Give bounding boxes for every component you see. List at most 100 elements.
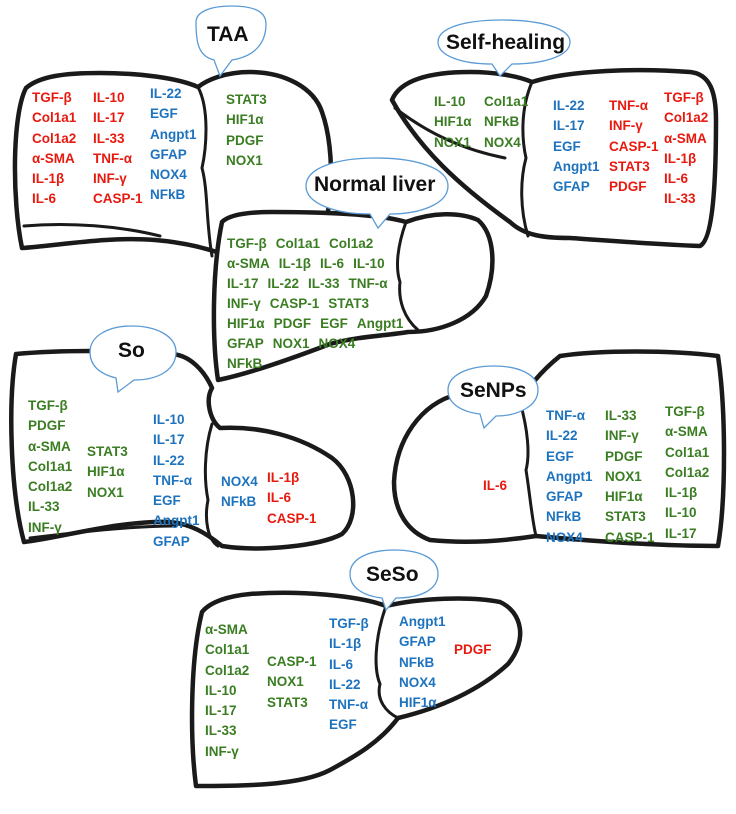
marker-column: TNF-α INF-γ CASP-1 STAT3 PDGF <box>609 96 659 197</box>
marker-row: TGF-β Col1a1 Col1a2 <box>227 234 412 254</box>
marker-label: IL-1β <box>267 470 300 485</box>
marker-label: Col1a2 <box>665 464 710 480</box>
marker-label: NFkB <box>221 494 257 510</box>
marker-label: IL-10 <box>353 256 385 271</box>
marker-label: NOX4 <box>399 674 436 690</box>
marker-column: IL-33 INF-γ PDGF NOX1 HIF1α STAT3 CASP-1 <box>605 406 655 548</box>
marker-label: CASP-1 <box>267 654 317 669</box>
marker-label: IL-17 <box>205 703 237 719</box>
marker-label: Col1a1 <box>484 94 529 109</box>
marker-label: CASP-1 <box>605 529 655 545</box>
marker-label: IL-33 <box>308 276 340 291</box>
marker-column: TGF-β PDGF α-SMA Col1a1 Col1a2 IL-33 INF-γ <box>28 396 72 538</box>
marker-label: NOX1 <box>267 674 304 690</box>
marker-label: Col1a2 <box>32 130 77 146</box>
marker-label: GFAP <box>546 489 583 505</box>
marker-label: STAT3 <box>267 694 308 710</box>
marker-label: IL-6 <box>267 490 292 506</box>
marker-column: α-SMA Col1a1 Col1a2 IL-10 IL-17 IL-33 INF-γ <box>205 620 249 762</box>
marker-label: GFAP <box>227 336 264 351</box>
bubble-normal-liver <box>305 157 449 230</box>
marker-row: IL-17 IL-22 IL-33 TNF-α <box>227 274 412 294</box>
marker-label: IL-33 <box>205 723 237 739</box>
marker-row: α-SMA IL-1β IL-6 IL-10 <box>227 254 412 274</box>
marker-column: IL-22 IL-17 EGF Angpt1 GFAP <box>553 96 600 197</box>
marker-label: NOX1 <box>87 484 124 500</box>
marker-label: IL-6 <box>483 478 508 493</box>
marker-label: CASP-1 <box>269 296 320 311</box>
marker-label: IL-22 <box>553 98 585 113</box>
marker-label: Col1a2 <box>664 110 709 126</box>
bubble-senps <box>447 365 539 430</box>
marker-column: NOX4 NFkB <box>221 472 258 513</box>
marker-label: IL-17 <box>227 276 259 291</box>
marker-label: IL-10 <box>665 505 697 521</box>
marker-label: HIF1α <box>605 489 643 505</box>
marker-label: EGF <box>329 717 357 733</box>
marker-column: IL-6 <box>483 476 507 496</box>
marker-row: HIF1α PDGF EGF Angpt1 <box>227 314 412 334</box>
marker-label: INF-γ <box>605 428 639 444</box>
marker-label: TNF-α <box>348 276 388 291</box>
marker-label: STAT3 <box>87 444 128 459</box>
marker-label: α-SMA <box>227 256 270 271</box>
marker-label: NOX1 <box>434 134 471 150</box>
liver-shape-so <box>9 348 356 551</box>
marker-label: NFkB <box>484 114 520 130</box>
marker-label: IL-10 <box>93 90 125 105</box>
marker-label: α-SMA <box>205 622 248 637</box>
marker-label: IL-22 <box>150 86 182 101</box>
marker-label: IL-10 <box>205 682 237 698</box>
marker-row: INF-γ CASP-1 STAT3 <box>227 294 412 314</box>
marker-label: EGF <box>150 106 178 122</box>
marker-label: INF-γ <box>609 118 643 134</box>
marker-label: NFkB <box>399 654 435 670</box>
marker-label: TGF-β <box>664 90 704 105</box>
marker-label: Col1a1 <box>275 236 321 251</box>
marker-label: HIF1α <box>399 695 437 711</box>
marker-column: CASP-1 NOX1 STAT3 <box>267 652 317 713</box>
marker-column: TNF-α IL-22 EGF Angpt1 GFAP NFkB NOX4 <box>546 406 593 548</box>
marker-column: TGF-β IL-1β IL-6 IL-22 TNF-α EGF <box>329 614 369 736</box>
marker-label: EGF <box>546 448 574 464</box>
marker-label: PDGF <box>605 448 643 464</box>
marker-label: Angpt1 <box>399 614 446 629</box>
marker-label: α-SMA <box>665 424 708 440</box>
marker-column: IL-10 HIF1α NOX1 <box>434 92 472 153</box>
marker-label: IL-1β <box>664 150 697 166</box>
marker-label: α-SMA <box>32 150 75 166</box>
bubble-self-healing <box>437 19 571 78</box>
marker-label: IL-1β <box>32 171 65 187</box>
marker-label: INF-γ <box>93 171 127 187</box>
marker-label: NOX4 <box>150 167 187 183</box>
marker-label: IL-33 <box>664 191 696 207</box>
marker-label: NOX4 <box>546 529 583 545</box>
marker-label: Angpt1 <box>356 316 404 331</box>
marker-row: GFAP NOX1 NOX4 <box>227 334 412 354</box>
title-senps: SeNPs <box>460 379 527 402</box>
marker-label: PDGF <box>609 179 647 195</box>
marker-label: TGF-β <box>28 398 68 413</box>
marker-label: IL-17 <box>153 432 185 448</box>
marker-column: STAT3 HIF1α NOX1 <box>87 442 128 503</box>
marker-label: HIF1α <box>434 114 472 130</box>
marker-label: NOX1 <box>605 468 642 484</box>
marker-label: Col1a1 <box>205 642 250 658</box>
liver-shape-self-healing <box>389 67 719 249</box>
marker-column: Angpt1 GFAP NFkB NOX4 HIF1α <box>399 612 446 713</box>
marker-label: EGF <box>320 316 348 331</box>
marker-label: TNF-α <box>153 472 193 488</box>
marker-label: PDGF <box>28 418 66 434</box>
marker-label: IL-33 <box>93 130 125 146</box>
marker-label: TGF-β <box>227 236 267 251</box>
marker-label: NFkB <box>227 356 263 371</box>
title-so: So <box>118 339 145 362</box>
marker-label: PDGF <box>454 642 492 657</box>
marker-label: Angpt1 <box>150 126 197 142</box>
marker-label: IL-6 <box>329 656 354 672</box>
marker-label: STAT3 <box>226 92 267 107</box>
marker-label: α-SMA <box>28 438 71 454</box>
marker-label: GFAP <box>153 533 190 549</box>
bubble-taa <box>195 5 267 78</box>
